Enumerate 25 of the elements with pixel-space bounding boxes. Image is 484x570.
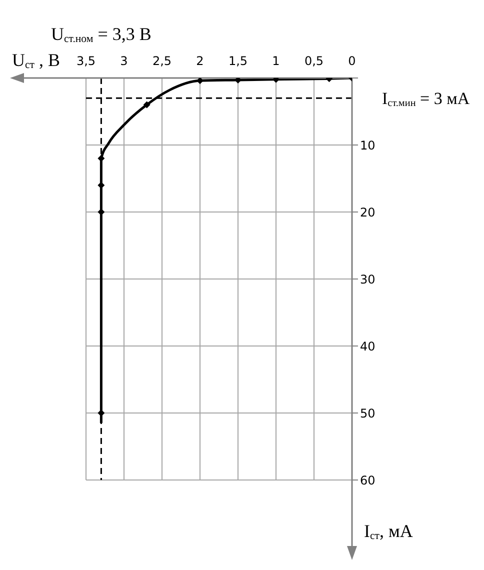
point <box>98 154 105 162</box>
ref-line-label: I$_{ст.мин}$ = 3 мА <box>382 89 470 110</box>
point <box>98 182 105 189</box>
y-tick-label: 10 <box>360 138 376 152</box>
y-tick-label: 40 <box>360 339 376 354</box>
x-axis-title: U$_{ст}$ , В <box>12 50 60 72</box>
point <box>196 78 204 84</box>
y-tick-label: 50 <box>360 406 376 420</box>
ref-line-label: U$_{ст.ном}$ = 3,3 В <box>51 24 152 46</box>
x-tick-label: 1 <box>272 54 280 68</box>
point <box>98 208 105 216</box>
point <box>143 101 150 108</box>
y-tick-label: 60 <box>360 473 376 488</box>
x-tick-label: 0,5 <box>304 54 324 68</box>
y-axis-title: I$_{ст}$, мА <box>364 521 413 542</box>
point <box>98 410 105 416</box>
x-tick-label: 3,5 <box>76 54 96 68</box>
x-tick-label: 2,5 <box>152 54 172 68</box>
y-tick-label: 20 <box>360 205 376 220</box>
point <box>234 78 242 84</box>
x-tick-label: 1,5 <box>228 54 248 68</box>
x-tick-label: 2 <box>196 54 204 68</box>
y-tick-label: 30 <box>360 272 376 286</box>
x-tick-label: 3 <box>120 54 128 68</box>
x-tick-label: 0 <box>348 54 356 68</box>
